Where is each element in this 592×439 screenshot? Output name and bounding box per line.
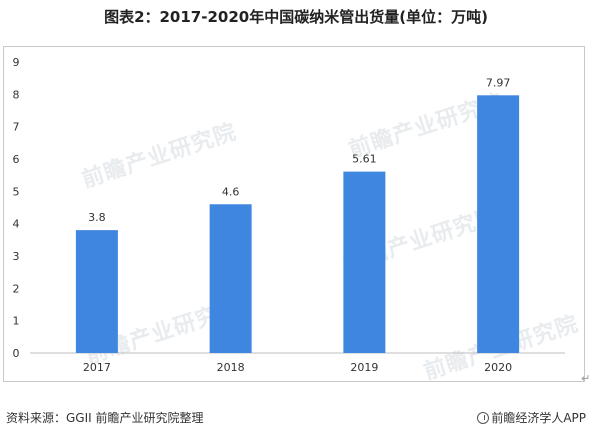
y-tick-label: 9 xyxy=(13,56,20,69)
y-tick-label: 2 xyxy=(13,282,20,295)
y-tick-label: 6 xyxy=(13,153,20,166)
y-tick-label: 7 xyxy=(13,121,20,134)
y-tick-label: 3 xyxy=(13,250,20,263)
chart-title: 图表2：2017-2020年中国碳纳米管出货量(单位：万吨) xyxy=(104,8,488,26)
bar-value-label: 5.61 xyxy=(352,153,377,166)
brand-logo-icon xyxy=(477,412,490,424)
x-tick-label: 2019 xyxy=(350,361,378,374)
x-tick-label: 2018 xyxy=(217,361,245,374)
y-tick-label: 5 xyxy=(13,185,20,198)
bar-value-label: 3.8 xyxy=(88,211,106,224)
brand-label: 前瞻经济学人APP xyxy=(491,411,586,425)
bar-value-label: 4.6 xyxy=(222,185,240,198)
bar xyxy=(209,204,252,353)
brand-credit: 前瞻经济学人APP xyxy=(477,409,586,426)
y-tick-label: 0 xyxy=(13,347,20,360)
bar xyxy=(343,171,386,353)
y-tick-label: 4 xyxy=(13,218,20,231)
y-tick-label: 8 xyxy=(13,88,20,101)
return-mark-icon: ↵ xyxy=(581,372,591,385)
y-tick-label: 1 xyxy=(13,315,20,328)
x-tick-label: 2017 xyxy=(83,361,111,374)
x-tick-label: 2020 xyxy=(484,361,512,374)
source-note: 资料来源：GGII 前瞻产业研究院整理 xyxy=(6,411,204,425)
bar xyxy=(477,95,520,353)
bar-value-label: 7.97 xyxy=(486,76,511,89)
bar xyxy=(75,230,118,353)
